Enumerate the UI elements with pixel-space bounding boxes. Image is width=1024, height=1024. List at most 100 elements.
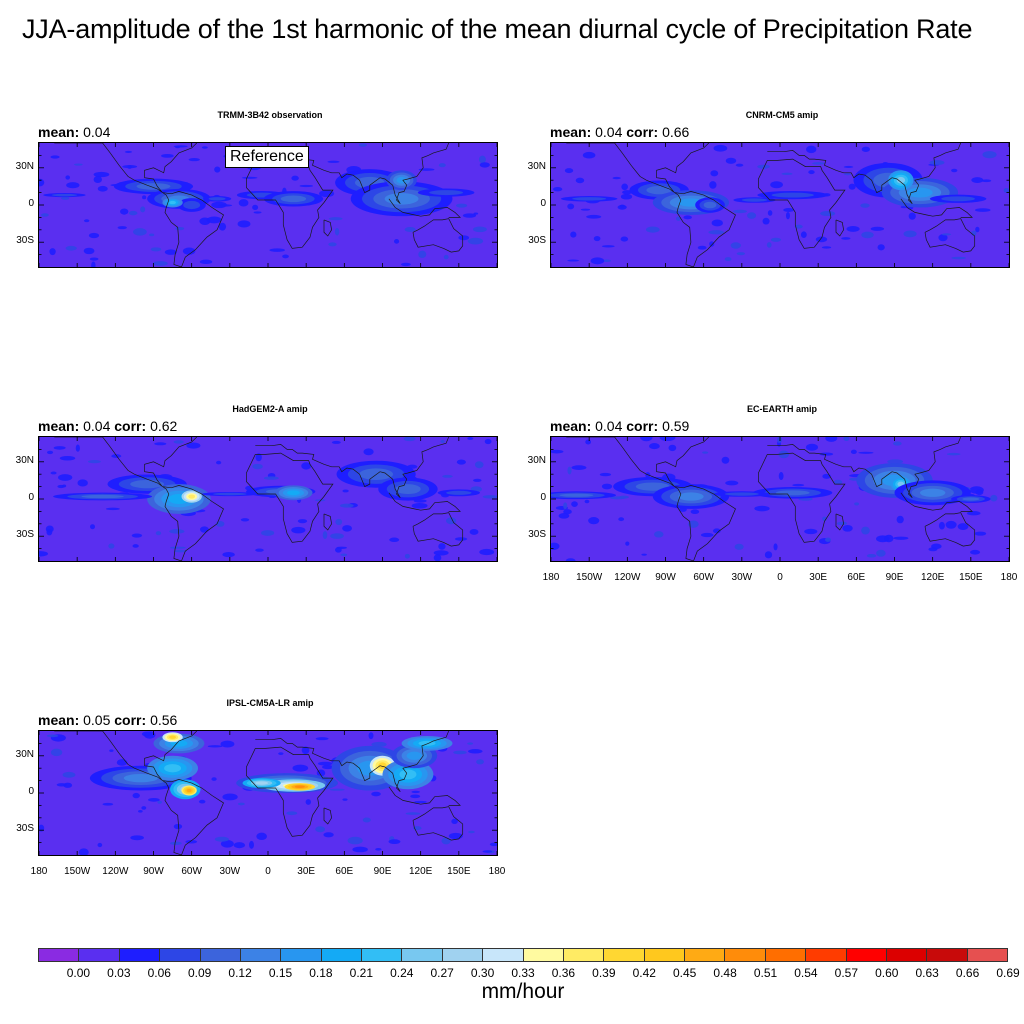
- low-value-patch: [141, 731, 152, 737]
- low-value-patch: [586, 214, 602, 219]
- low-value-patch: [169, 841, 182, 846]
- low-value-patch: [418, 250, 427, 259]
- low-value-patch: [73, 163, 83, 166]
- low-value-patch: [150, 247, 162, 252]
- colorbar-label: 0.09: [187, 966, 212, 980]
- low-value-patch: [269, 248, 286, 252]
- low-value-patch: [476, 759, 484, 765]
- colorbar-swatch: [321, 949, 362, 961]
- low-value-patch: [467, 742, 474, 745]
- low-value-patch: [770, 237, 782, 242]
- low-value-patch: [690, 509, 700, 515]
- low-value-patch: [405, 812, 421, 815]
- low-value-patch: [252, 204, 259, 211]
- low-value-patch: [792, 483, 805, 487]
- coastline: [323, 513, 332, 531]
- colorbar-swatch: [967, 949, 1007, 961]
- precip-contour: [775, 490, 810, 496]
- low-value-patch: [388, 839, 401, 845]
- mean-value: 0.04: [83, 124, 111, 140]
- precip-contour: [399, 769, 417, 780]
- low-value-patch: [601, 483, 613, 490]
- precip-contour: [183, 200, 201, 210]
- panel-title: CNRM-CM5 amip: [745, 110, 819, 120]
- low-value-patch: [132, 792, 140, 799]
- low-value-patch: [455, 203, 468, 208]
- low-value-patch: [861, 526, 870, 535]
- x-tick-label: 180: [30, 866, 48, 877]
- colorbar-label: 0.60: [875, 966, 899, 980]
- panel-stats: mean: 0.04: [38, 124, 111, 140]
- y-tick-label: 30S: [16, 235, 34, 247]
- low-value-patch: [102, 802, 114, 806]
- panel-stats: mean: 0.04 corr: 0.66: [550, 124, 690, 140]
- low-value-patch: [474, 461, 484, 469]
- low-value-patch: [77, 479, 88, 487]
- low-value-patch: [198, 799, 206, 804]
- colorbar-label: 0.57: [834, 966, 859, 980]
- colorbar-swatch: [644, 949, 685, 961]
- coastline: [412, 512, 464, 547]
- precip-contour: [446, 490, 472, 495]
- low-value-patch: [702, 451, 709, 454]
- coastline: [924, 218, 976, 253]
- low-value-patch: [188, 158, 200, 162]
- low-value-patch: [794, 224, 803, 229]
- low-value-patch: [363, 448, 374, 456]
- low-value-patch: [46, 450, 54, 455]
- units-label: mm/hour: [481, 980, 565, 1003]
- low-value-patch: [39, 178, 45, 187]
- colorbar-swatch: [846, 949, 887, 961]
- panel-stats: mean: 0.05 corr: 0.56: [38, 712, 178, 728]
- colorbar-label: 0.42: [632, 966, 656, 980]
- low-value-patch: [975, 226, 980, 233]
- low-value-patch: [263, 476, 279, 480]
- low-value-patch: [770, 181, 783, 189]
- low-value-patch: [335, 518, 343, 526]
- low-value-patch: [767, 210, 773, 216]
- colorbar-label: 0.39: [592, 966, 616, 980]
- low-value-patch: [713, 144, 728, 152]
- low-value-patch: [291, 526, 306, 534]
- low-value-patch: [842, 524, 853, 532]
- low-value-patch: [625, 541, 630, 546]
- low-value-patch: [551, 542, 560, 550]
- low-value-patch: [778, 450, 790, 459]
- low-value-patch: [467, 437, 474, 440]
- low-value-patch: [725, 480, 739, 486]
- colorbar-label: 0.69: [996, 966, 1020, 980]
- low-value-patch: [207, 745, 223, 748]
- precip-contour: [572, 197, 607, 201]
- low-value-patch: [866, 553, 877, 558]
- low-value-patch: [433, 554, 442, 561]
- low-value-patch: [222, 793, 238, 801]
- coastline: [835, 513, 844, 531]
- low-value-patch: [668, 444, 677, 452]
- precip-contour: [678, 492, 704, 501]
- x-tick-label: 120W: [614, 572, 641, 583]
- low-value-patch: [237, 802, 245, 806]
- low-value-patch: [173, 823, 183, 830]
- low-value-patch: [49, 248, 56, 256]
- colorbar-swatch: [483, 949, 524, 961]
- precip-contour: [907, 187, 933, 198]
- low-value-patch: [154, 442, 167, 446]
- precip-contour: [378, 762, 387, 770]
- low-value-patch: [46, 528, 53, 536]
- low-value-patch: [825, 437, 838, 442]
- low-value-patch: [971, 177, 984, 183]
- colorbar-label: 0.48: [713, 966, 737, 980]
- low-value-patch: [896, 515, 904, 524]
- low-value-patch: [453, 750, 467, 755]
- low-value-patch: [89, 257, 99, 261]
- precip-contour: [212, 492, 247, 496]
- x-tick-label: 30W: [219, 866, 241, 877]
- x-tick-label: 150W: [576, 572, 603, 583]
- x-tick-label: 90W: [655, 572, 676, 583]
- low-value-patch: [291, 175, 299, 181]
- low-value-patch: [821, 246, 832, 249]
- low-value-patch: [861, 231, 874, 239]
- low-value-patch: [117, 226, 127, 230]
- y-tick-label: 30N: [15, 748, 34, 760]
- y-tick-label: 30S: [528, 529, 546, 541]
